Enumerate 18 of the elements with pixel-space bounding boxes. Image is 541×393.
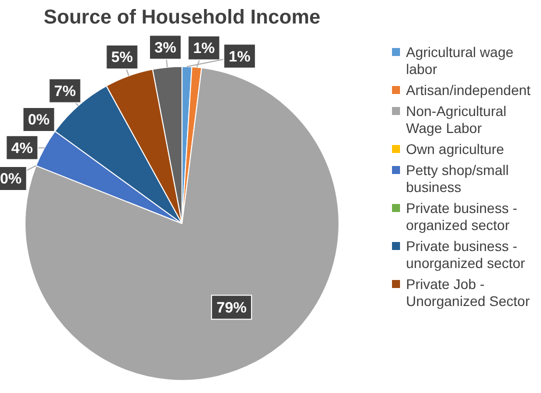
legend-label: Private business - unorganized sector [406,238,526,272]
data-label: 1% [193,40,215,58]
legend-label: Private business - organized sector [406,200,518,234]
data-label: 3% [154,39,176,56]
data-label: 7% [54,82,76,100]
legend-label: Non-Agricultural Wage Labor [406,103,508,137]
legend-label: Own agriculture [406,141,504,158]
legend-label: Private Job - Unorganized Sector [406,276,531,310]
text: 0% [28,112,50,129]
data-label: 4% [11,140,33,157]
legend-label: Petty shop/small business [406,162,510,196]
data-label: 1% [228,48,250,66]
legend-label: Artisan/independent [406,82,531,99]
data-label: 79% [216,299,247,316]
text: 0% [0,170,22,188]
data-label: 5% [111,49,133,66]
chart-title: Source of Household Income [44,6,320,29]
legend-label: Agricultural wage labor [406,44,514,78]
